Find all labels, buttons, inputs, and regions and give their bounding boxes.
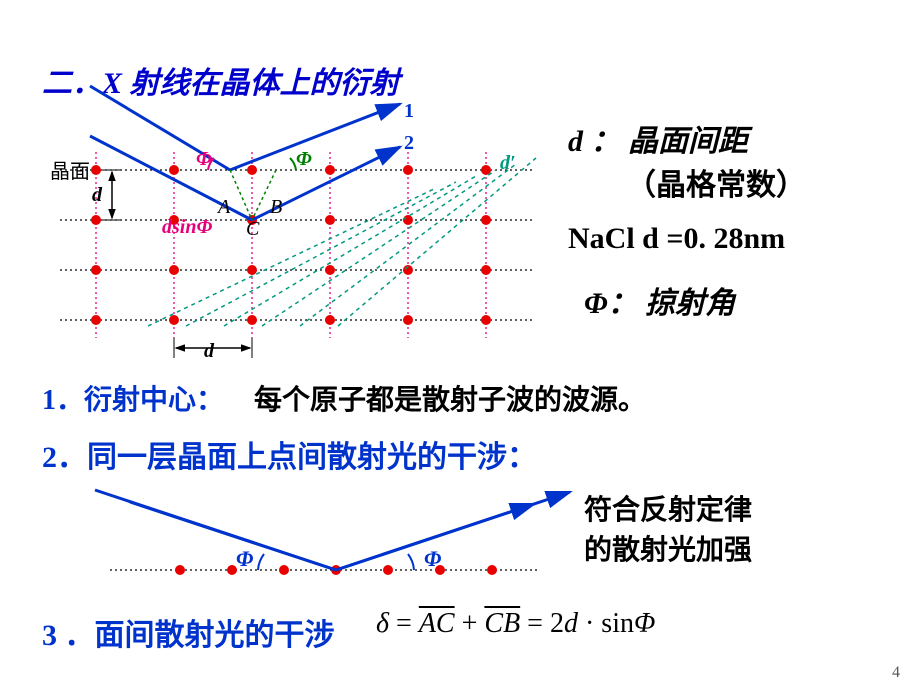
crystal-plane-label: 晶面 [50,155,90,184]
reflect-line1: 符合反射定律 [584,488,752,528]
nacl-label: NaCl d =0. 28nm [568,222,785,256]
d-description2: （晶格常数） [626,160,806,204]
point2-heading: 2．同一层晶面上点间散射光的干涉： [42,432,537,476]
dsinphi-label: dsinΦ [162,216,212,239]
reflect-line2: 的散射光加强 [584,528,752,568]
page-number: 4 [892,664,900,682]
phi-left-label: Φ [196,148,212,171]
point3-heading: 3 ．面间散射光的干涉 [42,610,335,654]
phi-right-label: Φ [296,148,312,171]
point1-heading: 1．衍射中心： [42,378,224,418]
d-prime-label: d′ [500,152,516,175]
ray1-label: 1 [404,100,414,123]
d-vert-label: d [92,184,102,207]
phi-lower-left: Φ [236,546,253,572]
lattice-diagram [0,0,600,370]
d-description: d ： 晶面间距 [568,116,748,160]
bragg-formula: δ = AC + CB = 2d · sinΦ [376,608,655,640]
point1-text: 每个原子都是散射子波的波源。 [254,378,646,418]
single-plane-diagram [60,472,660,602]
d-horiz-label: d [204,340,214,363]
ray2-label: 2 [404,132,414,155]
phi-lower-right: Φ [424,546,441,572]
A-label: A [218,196,230,219]
B-label: B [270,196,282,219]
C-label: C [246,218,259,241]
phi-description: Φ： 掠射角 [584,278,735,322]
